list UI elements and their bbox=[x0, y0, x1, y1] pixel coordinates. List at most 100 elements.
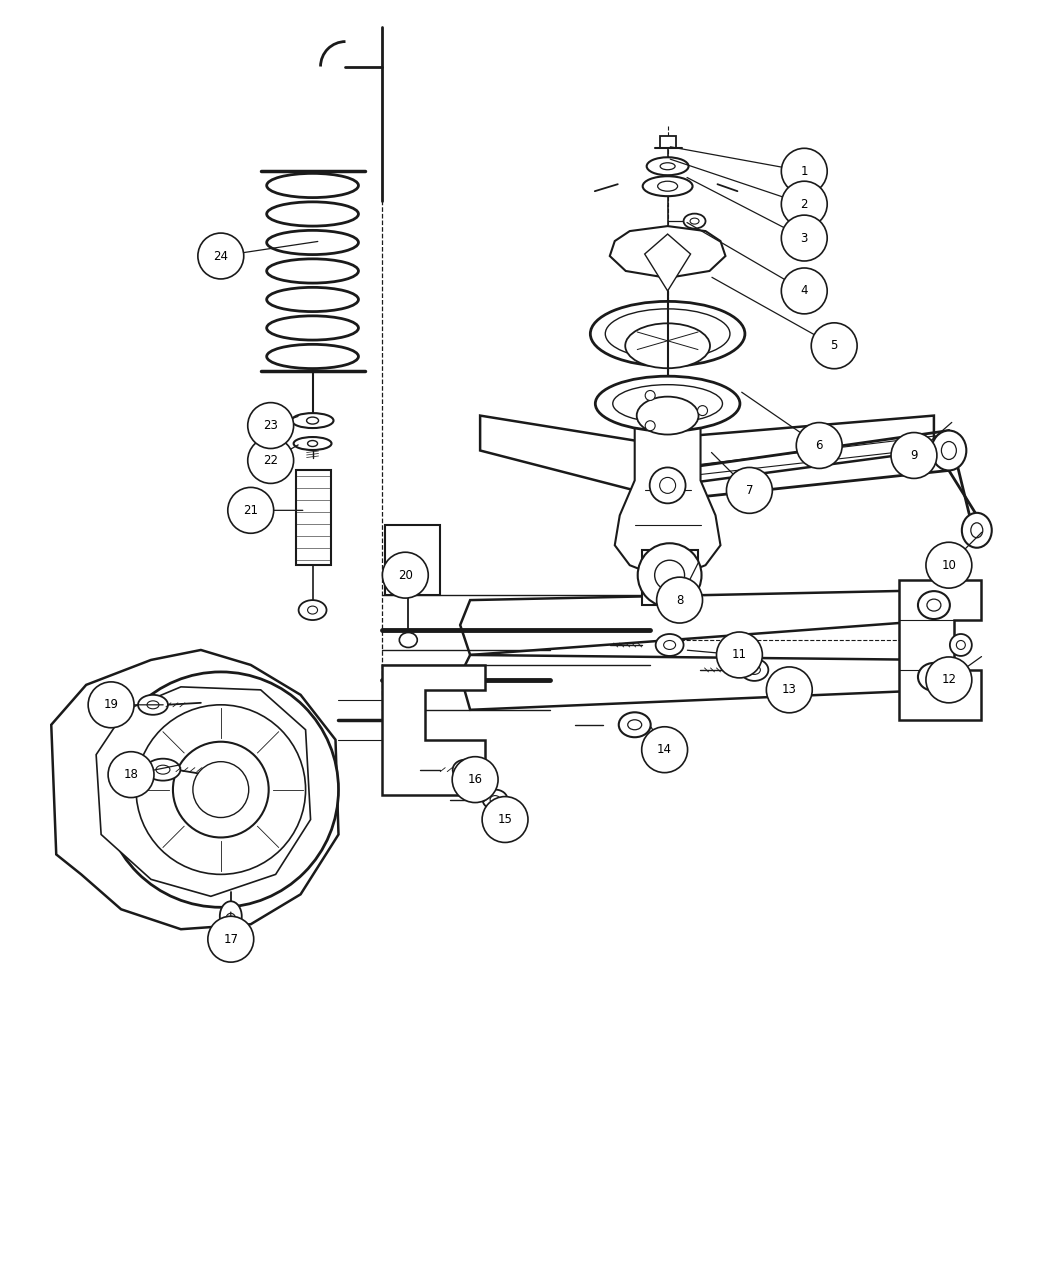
Ellipse shape bbox=[655, 634, 684, 655]
Ellipse shape bbox=[690, 218, 699, 224]
Circle shape bbox=[108, 752, 154, 798]
Ellipse shape bbox=[971, 523, 983, 538]
Ellipse shape bbox=[927, 599, 941, 611]
Text: 8: 8 bbox=[676, 594, 684, 607]
Circle shape bbox=[727, 468, 773, 514]
Polygon shape bbox=[460, 590, 939, 655]
Ellipse shape bbox=[490, 796, 500, 803]
Circle shape bbox=[781, 148, 827, 194]
Circle shape bbox=[654, 560, 685, 590]
Ellipse shape bbox=[146, 759, 181, 780]
Ellipse shape bbox=[749, 666, 760, 674]
Circle shape bbox=[659, 477, 675, 493]
Circle shape bbox=[193, 761, 249, 817]
Ellipse shape bbox=[927, 671, 941, 683]
Circle shape bbox=[796, 422, 842, 468]
Text: 12: 12 bbox=[942, 673, 957, 686]
Ellipse shape bbox=[595, 376, 740, 431]
Bar bbox=[296, 470, 331, 565]
Text: 24: 24 bbox=[213, 250, 228, 263]
Ellipse shape bbox=[226, 913, 236, 926]
Ellipse shape bbox=[931, 431, 966, 470]
Text: 18: 18 bbox=[124, 768, 139, 782]
Ellipse shape bbox=[267, 344, 358, 368]
Bar bbox=[396, 574, 411, 585]
Ellipse shape bbox=[156, 765, 170, 774]
Polygon shape bbox=[614, 426, 720, 580]
Text: 11: 11 bbox=[732, 649, 747, 662]
Text: 4: 4 bbox=[800, 284, 808, 297]
Polygon shape bbox=[460, 655, 939, 710]
Ellipse shape bbox=[590, 301, 744, 366]
Ellipse shape bbox=[684, 214, 706, 228]
Text: 10: 10 bbox=[942, 558, 957, 571]
Ellipse shape bbox=[294, 437, 332, 450]
Circle shape bbox=[382, 552, 428, 598]
Ellipse shape bbox=[918, 592, 950, 620]
Ellipse shape bbox=[657, 181, 677, 191]
Ellipse shape bbox=[308, 606, 317, 615]
Ellipse shape bbox=[740, 659, 769, 681]
Circle shape bbox=[248, 403, 294, 449]
Ellipse shape bbox=[942, 441, 957, 459]
Text: 5: 5 bbox=[831, 339, 838, 352]
Circle shape bbox=[697, 405, 708, 416]
Circle shape bbox=[656, 578, 702, 623]
Ellipse shape bbox=[957, 640, 965, 649]
Circle shape bbox=[642, 727, 688, 773]
Ellipse shape bbox=[483, 789, 507, 810]
Text: 20: 20 bbox=[398, 569, 413, 581]
Circle shape bbox=[173, 742, 269, 838]
Circle shape bbox=[228, 487, 274, 533]
Ellipse shape bbox=[918, 663, 950, 691]
Polygon shape bbox=[382, 666, 485, 794]
Circle shape bbox=[248, 437, 294, 483]
Ellipse shape bbox=[267, 259, 358, 283]
Ellipse shape bbox=[460, 766, 470, 774]
Bar bbox=[642, 551, 697, 606]
Polygon shape bbox=[97, 687, 311, 896]
Ellipse shape bbox=[613, 385, 722, 422]
Circle shape bbox=[781, 268, 827, 314]
Bar bbox=[659, 136, 675, 148]
Ellipse shape bbox=[628, 720, 642, 729]
Ellipse shape bbox=[618, 713, 651, 737]
Ellipse shape bbox=[660, 163, 675, 170]
Text: 13: 13 bbox=[782, 683, 797, 696]
Ellipse shape bbox=[307, 417, 318, 425]
Text: 23: 23 bbox=[264, 419, 278, 432]
Ellipse shape bbox=[267, 231, 358, 255]
Circle shape bbox=[766, 667, 813, 713]
Text: 3: 3 bbox=[800, 232, 807, 245]
Text: 15: 15 bbox=[498, 813, 512, 826]
Circle shape bbox=[812, 323, 857, 368]
Ellipse shape bbox=[643, 176, 693, 196]
Ellipse shape bbox=[950, 634, 972, 655]
Circle shape bbox=[781, 215, 827, 261]
Text: 9: 9 bbox=[910, 449, 918, 462]
Ellipse shape bbox=[625, 324, 710, 368]
Polygon shape bbox=[51, 650, 338, 929]
Text: 14: 14 bbox=[657, 743, 672, 756]
Circle shape bbox=[650, 468, 686, 504]
Ellipse shape bbox=[147, 701, 159, 709]
Ellipse shape bbox=[605, 309, 730, 358]
Ellipse shape bbox=[138, 695, 168, 715]
Circle shape bbox=[926, 542, 972, 588]
Polygon shape bbox=[480, 416, 933, 491]
Ellipse shape bbox=[267, 287, 358, 311]
Ellipse shape bbox=[219, 901, 242, 931]
Circle shape bbox=[891, 432, 937, 478]
Ellipse shape bbox=[962, 513, 992, 548]
Circle shape bbox=[781, 181, 827, 227]
Circle shape bbox=[103, 672, 338, 908]
Text: 2: 2 bbox=[800, 198, 808, 210]
Text: 22: 22 bbox=[264, 454, 278, 467]
Ellipse shape bbox=[399, 632, 417, 648]
Circle shape bbox=[645, 421, 655, 431]
Ellipse shape bbox=[308, 441, 317, 446]
Text: 1: 1 bbox=[800, 164, 808, 177]
Text: 7: 7 bbox=[746, 484, 753, 497]
Text: 16: 16 bbox=[467, 773, 483, 787]
Ellipse shape bbox=[267, 316, 358, 340]
